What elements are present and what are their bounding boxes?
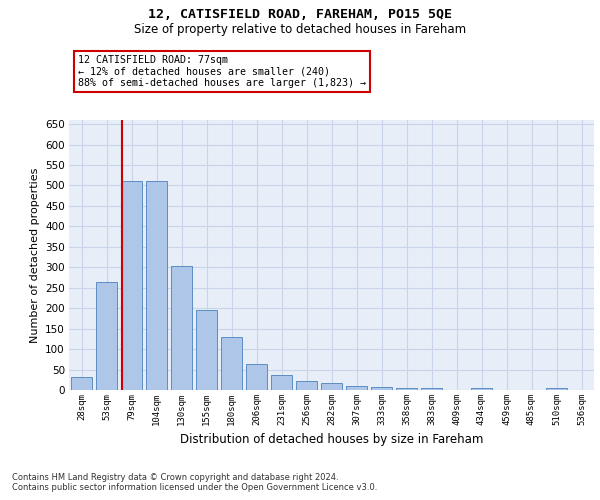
Bar xyxy=(196,310,217,390)
Bar xyxy=(271,375,292,390)
Text: 12, CATISFIELD ROAD, FAREHAM, PO15 5QE: 12, CATISFIELD ROAD, FAREHAM, PO15 5QE xyxy=(148,8,452,20)
Bar xyxy=(121,180,142,390)
Bar xyxy=(346,386,367,390)
Bar xyxy=(146,182,167,390)
Bar xyxy=(96,282,117,390)
Bar xyxy=(171,266,192,390)
X-axis label: Distribution of detached houses by size in Fareham: Distribution of detached houses by size … xyxy=(180,434,483,446)
Bar xyxy=(221,337,242,390)
Y-axis label: Number of detached properties: Number of detached properties xyxy=(29,168,40,342)
Bar xyxy=(71,377,92,390)
Bar xyxy=(371,386,392,390)
Bar xyxy=(471,388,492,390)
Bar xyxy=(421,388,442,390)
Bar xyxy=(546,388,567,390)
Bar xyxy=(321,384,342,390)
Bar xyxy=(296,381,317,390)
Text: Contains public sector information licensed under the Open Government Licence v3: Contains public sector information licen… xyxy=(12,484,377,492)
Text: Size of property relative to detached houses in Fareham: Size of property relative to detached ho… xyxy=(134,22,466,36)
Bar xyxy=(246,364,267,390)
Text: 12 CATISFIELD ROAD: 77sqm
← 12% of detached houses are smaller (240)
88% of semi: 12 CATISFIELD ROAD: 77sqm ← 12% of detac… xyxy=(78,55,366,88)
Text: Contains HM Land Registry data © Crown copyright and database right 2024.: Contains HM Land Registry data © Crown c… xyxy=(12,474,338,482)
Bar xyxy=(396,388,417,390)
